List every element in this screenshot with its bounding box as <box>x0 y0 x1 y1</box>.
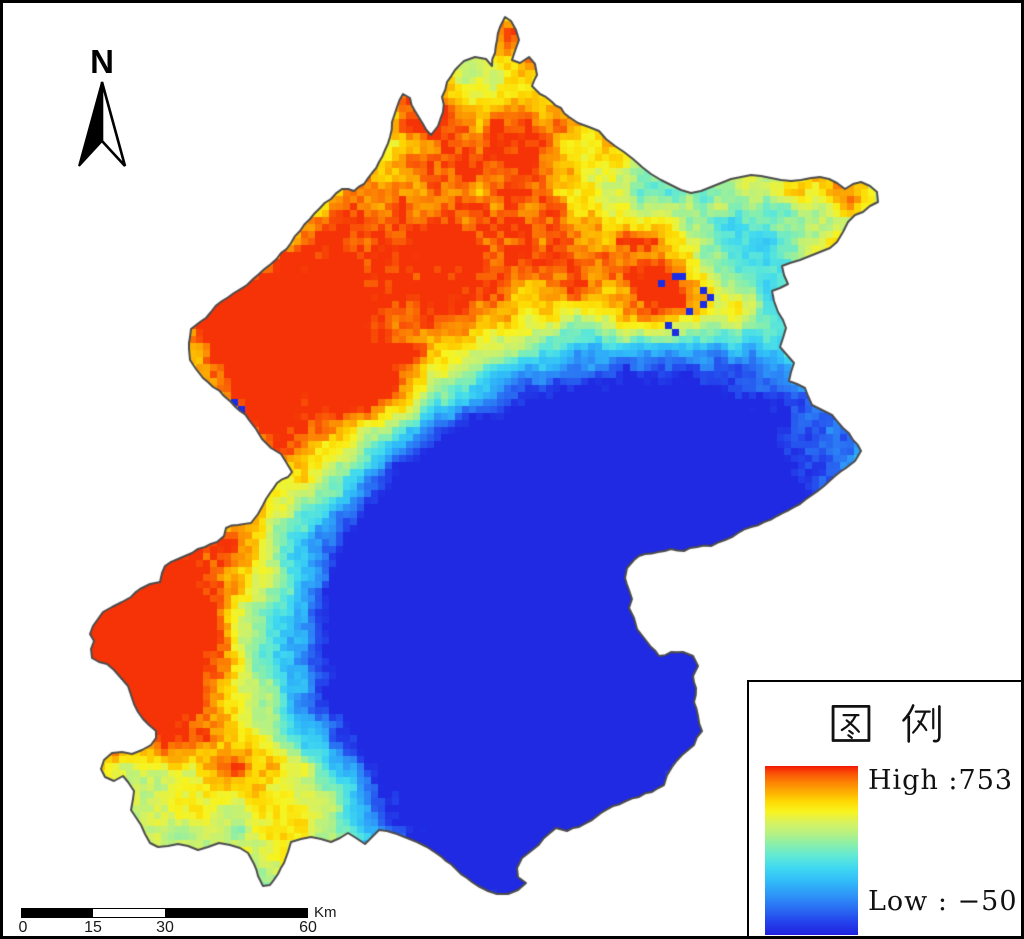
legend-color-ramp <box>765 766 858 935</box>
legend-low-label: Low : −50 <box>868 886 1018 917</box>
north-arrow-icon <box>78 81 127 167</box>
north-label: N <box>90 43 114 80</box>
legend-title-glyph-tu-icon <box>831 704 871 742</box>
scale-bar-unit: Km <box>314 904 337 921</box>
legend-title: 图 例 <box>749 700 1021 746</box>
scale-tick-30: 30 <box>156 919 174 936</box>
legend-title-text: 图 例 <box>886 723 887 724</box>
scale-tick-0: 0 <box>18 919 28 936</box>
legend-panel: 图 例 High :753 Low : −50 <box>747 680 1021 936</box>
scale-bar: Km 0 15 30 60 <box>18 902 361 936</box>
scale-bar-white-segment <box>93 909 165 917</box>
legend-title-glyph-li-icon <box>902 704 941 743</box>
north-arrow: N <box>73 45 131 169</box>
scale-tick-15: 15 <box>84 919 102 936</box>
scale-bar-bar <box>21 908 308 918</box>
legend-high-label: High :753 <box>868 765 1014 796</box>
scale-tick-60: 60 <box>299 919 317 936</box>
